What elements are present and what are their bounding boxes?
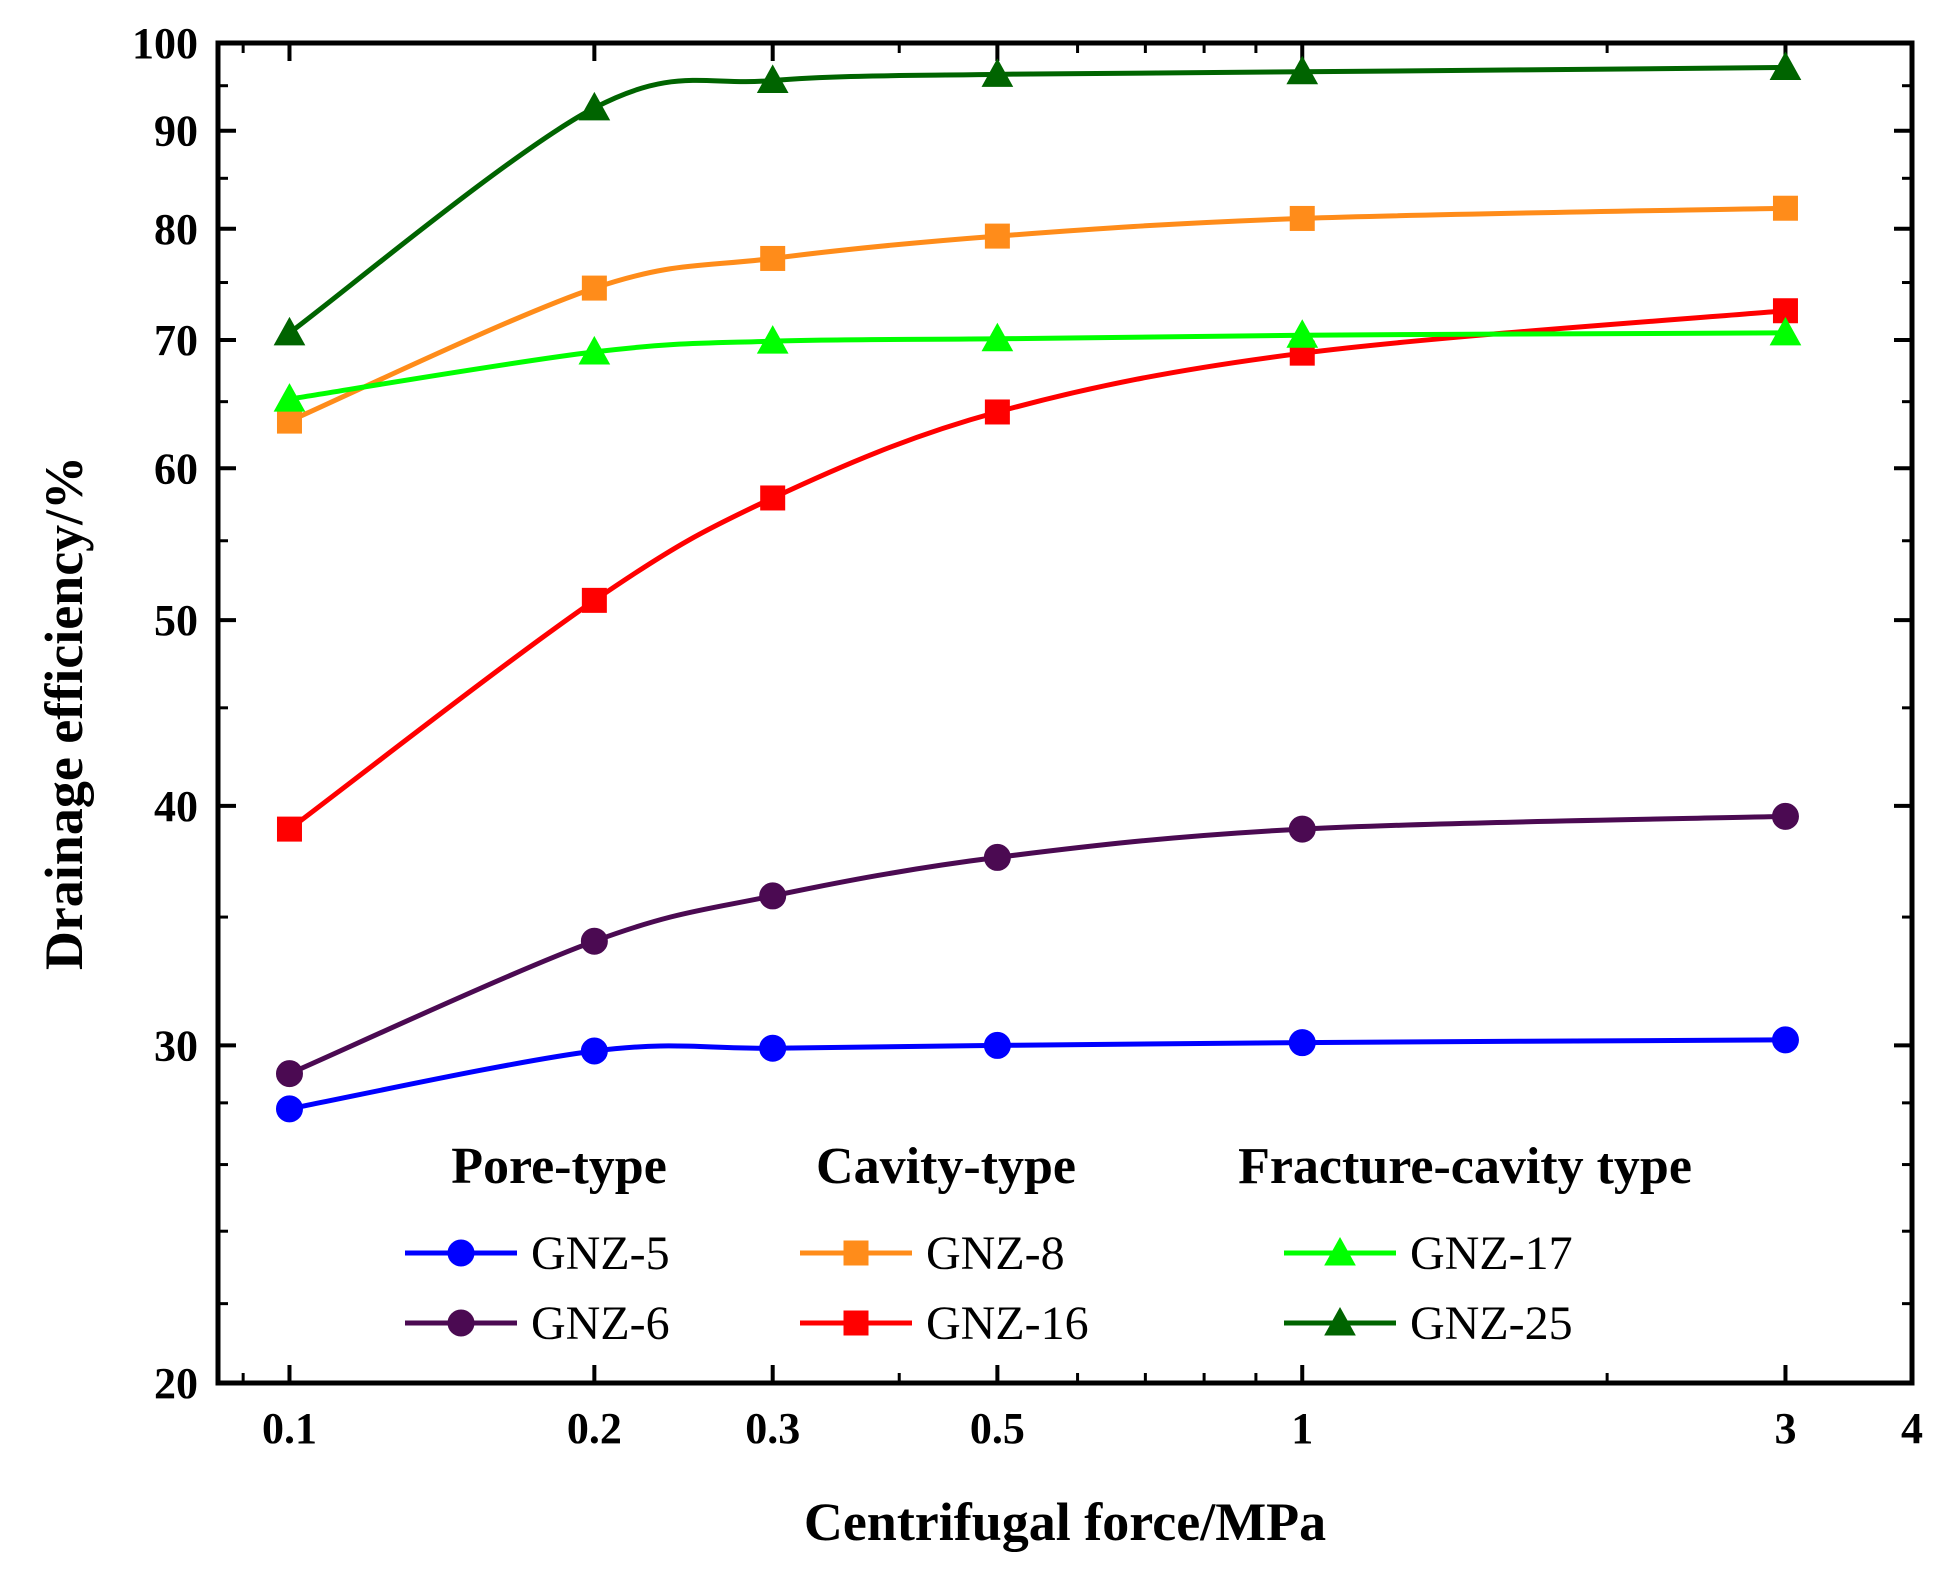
y-tick-label-20: 20 (154, 1359, 198, 1408)
point-gnz-5-x0-1 (275, 1095, 303, 1123)
legend-label-gnz-8: GNZ-8 (926, 1227, 1065, 1280)
y-axis-title: Drainage efficiency/% (34, 456, 94, 970)
y-tick-label-70: 70 (154, 316, 198, 365)
series-line-gnz-25 (288, 65, 1786, 335)
point-gnz-6-x0-2 (580, 927, 608, 955)
legend-label-gnz-16: GNZ-16 (926, 1297, 1089, 1350)
point-gnz-16-x0-1 (276, 816, 302, 842)
series-line-gnz-17 (289, 330, 1786, 402)
point-gnz-25-x0-5 (981, 58, 1014, 87)
legend-heading-fracture-cavity-type: Fracture-cavity type (1238, 1138, 1692, 1195)
series-line-gnz-5 (289, 1037, 1786, 1112)
y-tick-label-40: 40 (154, 782, 198, 831)
x-tick-label-4: 4 (1901, 1404, 1923, 1453)
y-tick-label-100: 100 (132, 19, 198, 68)
point-gnz-8-x0-1 (276, 408, 302, 434)
legend-heading-pore-type: Pore-type (451, 1138, 667, 1195)
x-tick-label-0-1: 0.1 (262, 1404, 317, 1453)
point-gnz-8-x0-3 (760, 245, 786, 271)
point-gnz-16-x0-5 (984, 399, 1010, 425)
point-gnz-8-x1 (1289, 205, 1315, 231)
legend-label-gnz-5: GNZ-5 (531, 1227, 670, 1280)
point-gnz-17-x0-5 (981, 322, 1014, 352)
y-tick-label-90: 90 (154, 107, 198, 156)
point-gnz-5-x0-5 (983, 1031, 1011, 1059)
point-gnz-16-x0-2 (581, 587, 607, 613)
series-markers (273, 51, 1802, 1123)
legend-swatch-marker-gnz-6 (447, 1309, 475, 1337)
point-gnz-17-x0-2 (578, 335, 611, 365)
point-gnz-8-x0-2 (581, 275, 607, 301)
point-gnz-8-x0-5 (984, 223, 1010, 249)
x-tick-label-1: 1 (1291, 1404, 1313, 1453)
point-gnz-6-x0-1 (275, 1060, 303, 1088)
point-gnz-6-x0-5 (983, 843, 1011, 871)
y-tick-label-30: 30 (154, 1021, 198, 1070)
legend-label-gnz-25: GNZ-25 (1410, 1297, 1573, 1350)
point-gnz-17-x1 (1286, 319, 1319, 348)
point-gnz-25-x0-3 (756, 64, 789, 93)
point-gnz-25-x0-2 (578, 91, 611, 121)
point-gnz-17-x0-1 (273, 383, 306, 412)
legend-label-gnz-6: GNZ-6 (531, 1297, 670, 1350)
point-gnz-17-x3 (1769, 316, 1802, 346)
point-gnz-25-x3 (1769, 51, 1802, 81)
legend: Pore-type Cavity-type Fracture-cavity ty… (405, 1138, 1692, 1350)
point-gnz-25-x1 (1286, 55, 1319, 85)
point-gnz-6-x1 (1288, 815, 1316, 843)
point-gnz-17-x0-3 (756, 325, 789, 354)
x-tick-label-0-5: 0.5 (970, 1404, 1025, 1453)
x-axis-title: Centrifugal force/MPa (804, 1492, 1326, 1552)
series-lines (287, 65, 1786, 1112)
tick-labels: 0.1 0.2 0.3 0.5 1 3 4 20 30 40 50 60 70 80 90 100 (132, 19, 1923, 1453)
legend-swatch-marker-gnz-5 (447, 1239, 475, 1267)
legend-swatch-marker-gnz-8 (843, 1240, 869, 1266)
legend-swatch-marker-gnz-16 (843, 1310, 869, 1336)
x-tick-label-0-3: 0.3 (745, 1404, 800, 1453)
point-gnz-6-x3 (1771, 802, 1799, 830)
point-gnz-5-x1 (1288, 1029, 1316, 1057)
x-tick-label-3: 3 (1774, 1404, 1796, 1453)
series-line-gnz-16 (287, 308, 1786, 832)
y-tick-label-50: 50 (154, 596, 198, 645)
plot-frame (215, 40, 1915, 1386)
point-gnz-8-x3 (1772, 195, 1798, 221)
y-tick-label-60: 60 (154, 444, 198, 493)
legend-swatch-marker-gnz-17 (1324, 1236, 1356, 1266)
y-tick-label-80: 80 (154, 205, 198, 254)
point-gnz-5-x3 (1771, 1026, 1799, 1054)
legend-heading-cavity-type: Cavity-type (816, 1138, 1076, 1195)
point-gnz-25-x0-1 (273, 316, 306, 346)
series-line-gnz-8 (288, 205, 1786, 424)
legend-label-gnz-17: GNZ-17 (1410, 1227, 1573, 1280)
point-gnz-16-x0-3 (760, 485, 786, 511)
point-gnz-6-x0-3 (759, 882, 787, 910)
series-line-gnz-6 (288, 813, 1786, 1076)
legend-swatch-marker-gnz-25 (1324, 1306, 1356, 1336)
x-tick-label-0-2: 0.2 (567, 1404, 622, 1453)
point-gnz-5-x0-2 (580, 1037, 608, 1065)
point-gnz-5-x0-3 (759, 1034, 787, 1062)
